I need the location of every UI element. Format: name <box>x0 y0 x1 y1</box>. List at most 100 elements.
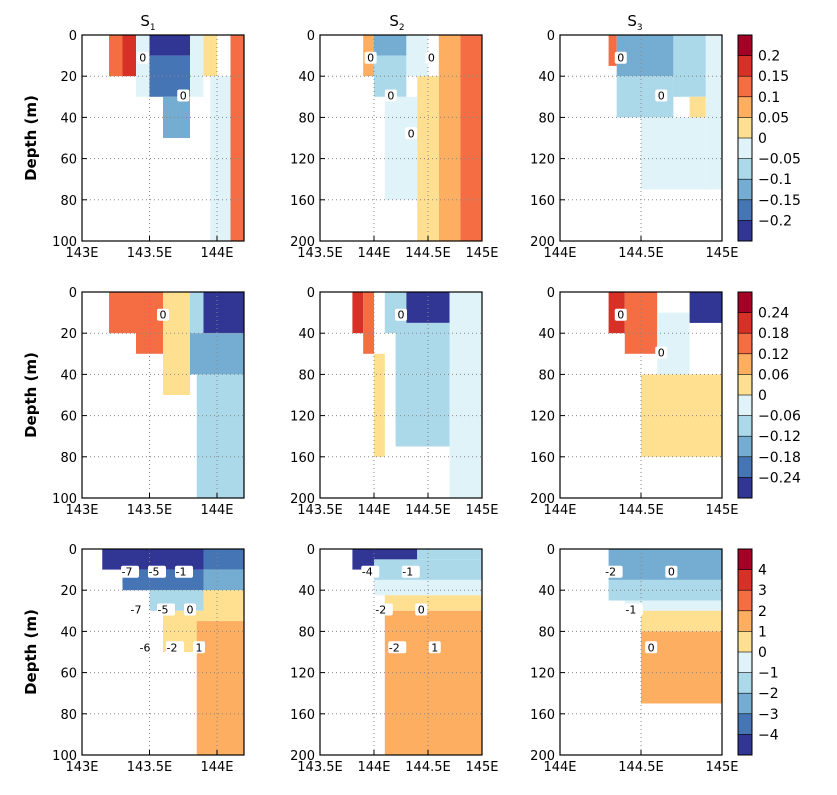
x-tick-label: 143.5E <box>127 760 172 775</box>
y-tick-label: 160 <box>530 451 555 466</box>
y-tick-label: 160 <box>530 194 555 209</box>
x-tick-label: 144E <box>543 760 576 775</box>
colorbar-swatch <box>738 117 752 139</box>
contour-label: 0 <box>617 52 624 65</box>
y-tick-label: 60 <box>60 410 77 425</box>
y-tick-label: 40 <box>538 327 555 342</box>
contour-label: 0 <box>648 641 655 654</box>
y-tick-label: 80 <box>538 625 555 640</box>
y-tick-label: 40 <box>538 70 555 85</box>
heatmap-cell <box>230 35 244 241</box>
heatmap-cell <box>190 35 204 97</box>
colorbar-label: 2 <box>758 604 767 620</box>
heatmap-cell <box>641 374 722 457</box>
y-tick-label: 100 <box>52 749 77 764</box>
y-tick-label: 40 <box>60 111 77 126</box>
colorbar-label: 0.06 <box>758 367 789 383</box>
heatmap-cell <box>384 610 482 755</box>
contour-label-bg <box>395 308 407 321</box>
y-tick-label: 40 <box>298 584 315 599</box>
plot-frame <box>319 291 483 499</box>
x-tick-label: 144.5E <box>405 760 450 775</box>
contour-label: -7 <box>131 603 142 616</box>
y-tick-label: 200 <box>530 492 555 507</box>
y-tick-label: 0 <box>307 286 315 301</box>
contour-label-bg <box>388 641 407 654</box>
contour-label-bg <box>148 565 166 578</box>
ylabel-row-1: Depth (m) <box>22 95 40 181</box>
contour-label: 0 <box>418 603 425 616</box>
contour-label: 0 <box>160 309 167 322</box>
x-tick-label: 143.5E <box>127 503 172 518</box>
heatmap-cell <box>384 96 418 200</box>
colorbar-label: 3 <box>758 583 767 599</box>
colorbar-label: −4 <box>758 727 779 743</box>
contour-label-bg <box>604 565 623 578</box>
contour-label-bg <box>175 565 193 578</box>
contour-label: 0 <box>187 603 194 616</box>
column-title-3: S3 <box>627 12 642 33</box>
colorbar-swatch <box>738 35 752 57</box>
y-tick-label: 20 <box>60 327 77 342</box>
contour-label-bg <box>139 641 157 654</box>
column-title-2: S2 <box>389 12 404 33</box>
heatmap-cell <box>384 595 482 611</box>
colorbar-label: 1 <box>758 624 767 640</box>
contour-label-bg <box>364 51 377 64</box>
contour-label: 0 <box>668 566 675 579</box>
x-tick-label: 144.5E <box>618 246 663 261</box>
contour-label-bg <box>157 603 175 616</box>
heatmap-cell <box>203 569 244 591</box>
heatmap-cell <box>163 292 190 395</box>
colorbar-label: 4 <box>758 563 767 579</box>
contour-label: 0 <box>398 309 405 322</box>
colorbar-swatch <box>738 199 752 221</box>
colorbar-swatch <box>738 672 752 694</box>
colorbar-label: −0.24 <box>758 470 801 486</box>
colorbar-swatch <box>738 374 752 396</box>
contour-label-bg <box>415 603 428 616</box>
y-tick-label: 40 <box>538 584 555 599</box>
colorbar-swatch <box>738 477 752 499</box>
x-tick-label: 145E <box>705 760 738 775</box>
y-tick-label: 80 <box>298 111 315 126</box>
heatmap-cell <box>449 292 482 498</box>
panel-row1-col3: 144E 144.5E 145E 0 40 80 120 160 200 0 0 <box>530 29 738 261</box>
heatmap-cell <box>406 35 428 77</box>
y-tick-label: 80 <box>60 194 77 209</box>
colorbar-swatch <box>738 138 752 160</box>
y-tick-label: 40 <box>60 625 77 640</box>
y-tick-label: 200 <box>530 235 555 250</box>
heatmap-cell <box>203 292 244 334</box>
contour-label-bg <box>166 641 184 654</box>
colorbar-label: −0.15 <box>758 193 801 209</box>
x-tick-label: 144E <box>357 246 390 261</box>
contour-label-bg <box>184 603 196 616</box>
ylabel-row-2: Depth (m) <box>22 352 40 438</box>
colorbar-swatch <box>738 569 752 591</box>
colorbar-swatch <box>738 96 752 118</box>
contour-label: -4 <box>362 566 373 579</box>
contour-label-bg <box>136 51 149 64</box>
contour-label-bg <box>361 565 380 578</box>
y-tick-label: 80 <box>538 111 555 126</box>
colorbar-swatch <box>738 179 752 201</box>
y-tick-label: 40 <box>298 70 315 85</box>
contour-label: -1 <box>402 566 413 579</box>
y-tick-label: 0 <box>547 29 555 44</box>
y-tick-label: 0 <box>307 543 315 558</box>
colorbar-label: −0.12 <box>758 429 801 445</box>
heatmap-cell <box>190 292 204 334</box>
y-tick-label: 120 <box>290 153 315 168</box>
x-tick-label: 144E <box>200 760 233 775</box>
contour-label: -1 <box>176 566 187 579</box>
y-tick-label: 200 <box>290 749 315 764</box>
heatmap-cell <box>163 96 190 138</box>
y-tick-label: 60 <box>60 153 77 168</box>
heatmap-cell <box>196 621 244 755</box>
colorbar-swatch <box>738 55 752 77</box>
y-tick-label: 160 <box>290 708 315 723</box>
contour-label: 1 <box>196 641 203 654</box>
heatmap-cell <box>203 35 217 77</box>
y-tick-label: 200 <box>530 749 555 764</box>
